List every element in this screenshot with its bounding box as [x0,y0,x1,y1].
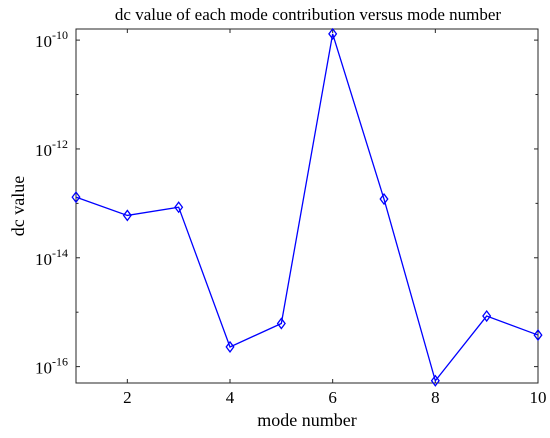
series-line [75,33,539,383]
tick-group: 2 4 6 8 10 10-16 10-14 10-12 10-10 [35,28,547,407]
y-tick-label: 10-14 [35,246,68,269]
axes-box [75,28,539,384]
y-tick-label: 10-12 [35,137,68,160]
series-group [71,27,543,387]
x-tick-label: 6 [328,388,337,407]
chart-title: dc value of each mode contribution versu… [115,5,501,24]
y-tick-label: 10-10 [35,28,68,51]
data-point-marker [379,192,389,206]
data-point-marker [533,328,543,342]
data-point-marker [276,317,286,330]
data-point-marker [430,374,440,387]
data-point-marker [71,191,81,204]
data-point-marker [482,309,492,323]
x-tick-label: 10 [530,388,547,407]
data-point-marker [122,209,132,222]
y-axis-label: dc value [8,176,28,236]
x-axis-label: mode number [257,410,356,430]
x-tick-label: 2 [123,388,132,407]
data-point-marker [174,201,184,214]
data-point-marker [328,27,338,40]
y-tick-label: 10-16 [35,355,68,378]
x-tick-label: 4 [226,388,235,407]
plot-area [75,28,539,384]
x-tick-label: 8 [431,388,440,407]
data-point-marker [225,340,235,354]
